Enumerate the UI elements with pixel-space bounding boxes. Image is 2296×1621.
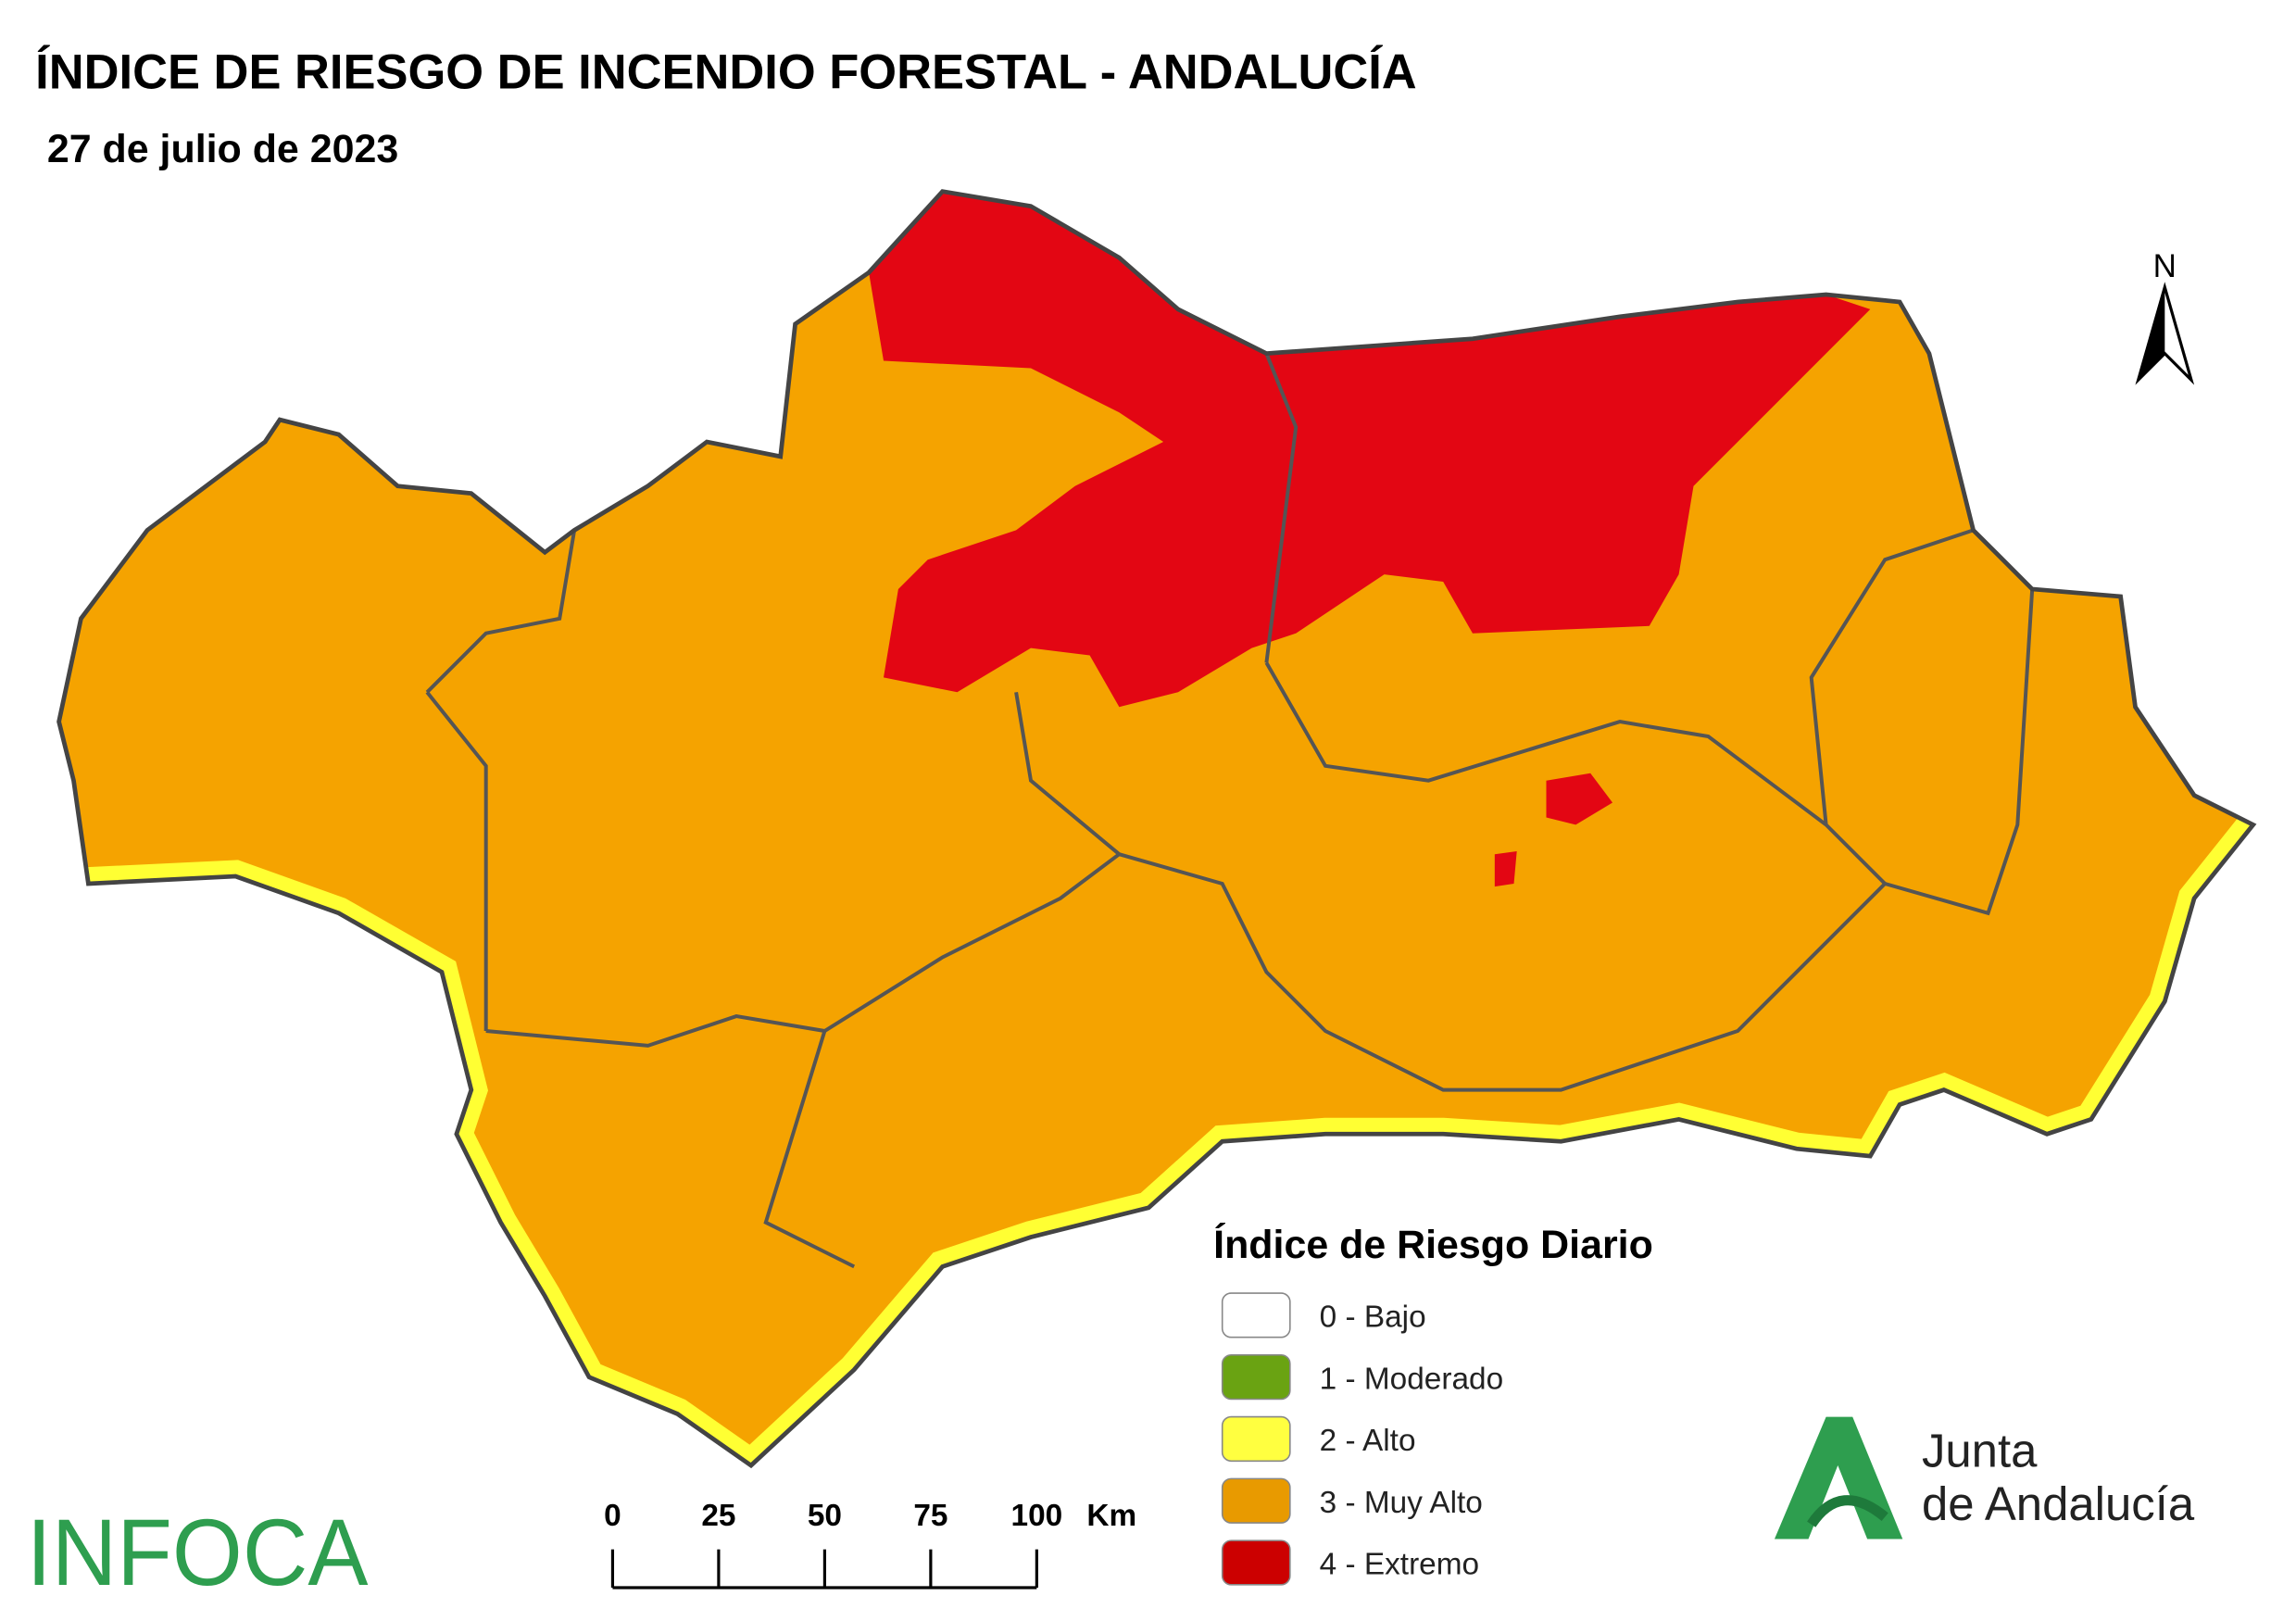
legend-swatch [1221,1415,1291,1463]
legend-label: 0 - Bajo [1320,1301,1426,1335]
legend-label: 2 - Alto [1320,1424,1416,1458]
legend-swatch [1221,1354,1291,1401]
map-date: 27 de julio de 2023 [47,127,398,171]
scale-tick-label: 25 [701,1499,735,1533]
legend-swatch [1221,1292,1291,1338]
legend-label: 1 - Moderado [1320,1362,1504,1396]
legend-swatch [1221,1477,1291,1524]
junta-logo: Junta de Andalucía [1774,1416,2195,1539]
legend-label: 3 - Muy Alto [1320,1486,1483,1520]
junta-emblem-arc [1807,1495,1888,1527]
extreme-zone [1494,851,1517,887]
region-map [59,192,2253,1465]
legend-label: 4 - Extremo [1320,1548,1479,1582]
scale-unit: Km [1086,1499,1136,1533]
north-label: N [2153,248,2177,284]
scale-tick-label: 50 [808,1499,842,1533]
infoca-logo: INFOCA [27,1500,369,1605]
legend: 0 - Bajo 1 - Moderado 2 - Alto 3 - Muy Alto… [1221,1292,1504,1586]
scale-tick-label: 0 [604,1499,621,1533]
extreme-zone [869,191,1871,708]
extreme-zone [1546,773,1613,825]
legend-swatch [1221,1539,1291,1586]
legend-title: Índice de Riesgo Diario [1213,1223,1653,1267]
scale-tick-label: 75 [913,1499,947,1533]
north-arrow: N [2135,248,2195,385]
junta-text: de Andalucía [1922,1477,2195,1530]
scale-tick-label: 100 [1011,1499,1063,1533]
province-borders [425,352,2035,1269]
scale-bar: 0 25 50 75 100 Km [604,1499,1136,1590]
junta-text: Junta [1922,1425,2038,1477]
junta-emblem [1774,1416,1903,1539]
map-title: ÍNDICE DE RIESGO DE INCENDIO FORESTAL - … [35,45,1417,99]
